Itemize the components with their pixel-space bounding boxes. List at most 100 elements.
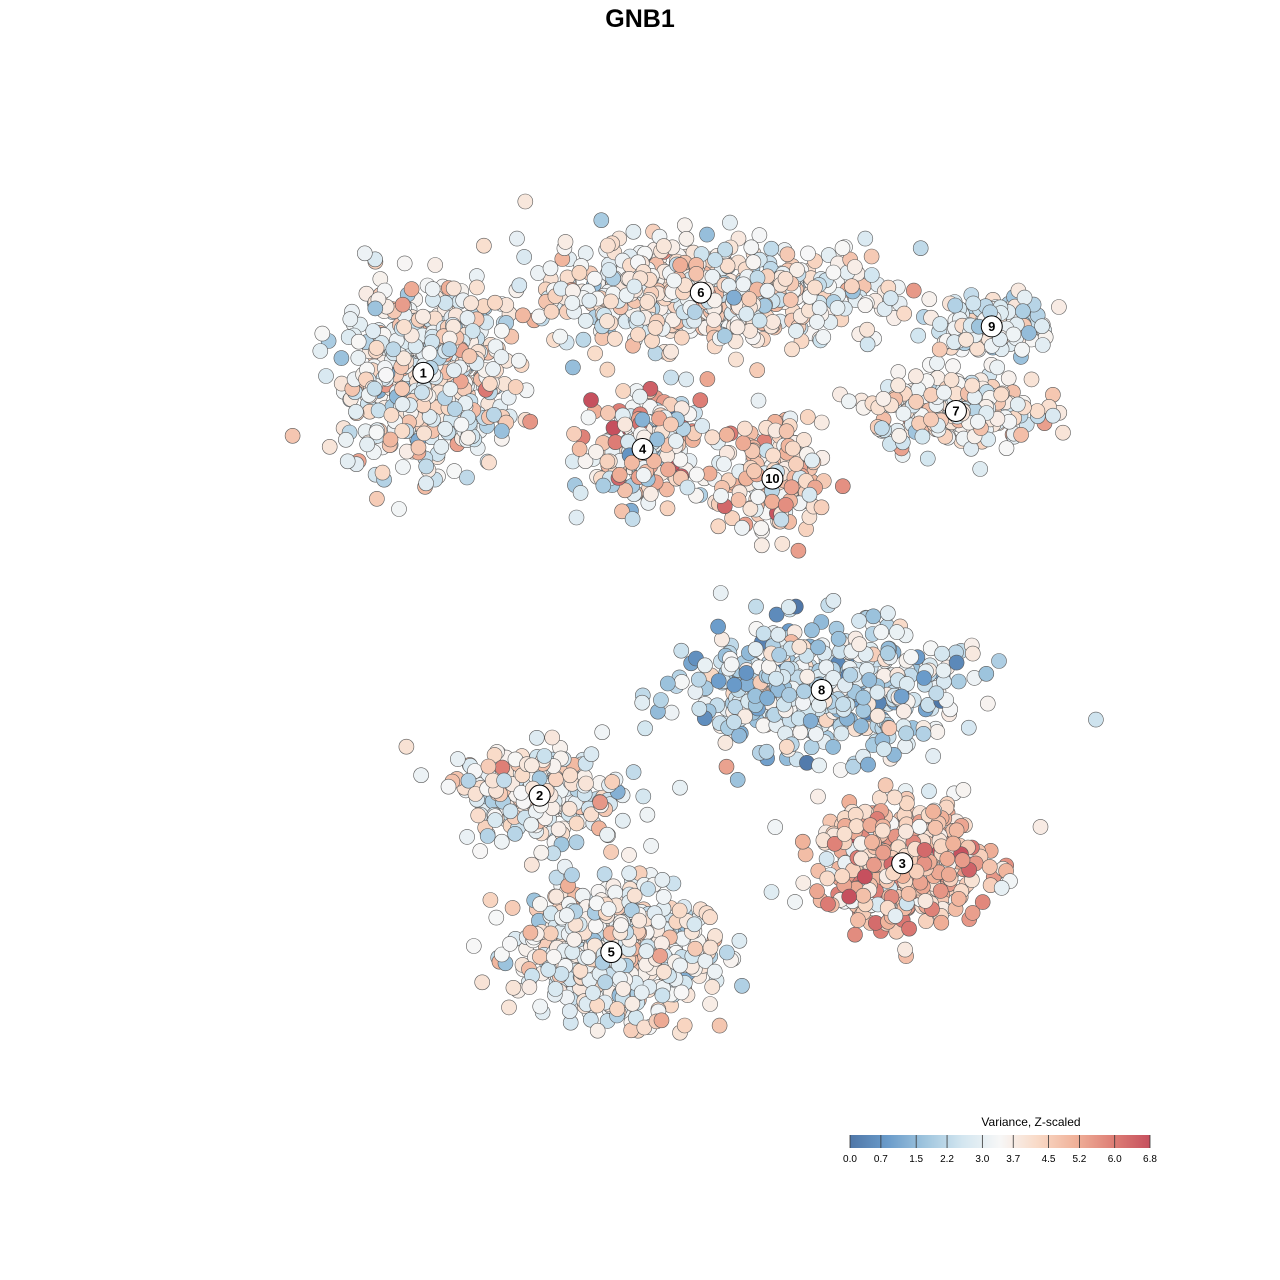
data-point [834,240,851,256]
data-point [1016,289,1033,306]
data-point [779,246,796,263]
data-point [886,789,903,806]
data-point [972,461,989,477]
data-point [800,245,816,262]
data-point [639,294,656,310]
data-point [846,259,863,275]
data-point [704,268,721,285]
data-point [964,645,981,662]
data-point [787,894,803,910]
data-point [731,932,748,949]
data-point [638,943,655,960]
data-point [481,454,497,471]
data-point [350,350,367,366]
data-point [841,888,858,905]
data-point [481,375,498,392]
data-point [624,511,641,527]
cluster-label-text: 9 [988,319,995,334]
data-point [1005,326,1022,343]
data-point [631,912,648,929]
data-point [642,486,659,502]
data-point [726,677,743,693]
data-point [738,665,755,681]
data-point [547,981,564,997]
data-point [860,756,876,773]
data-point [445,280,462,297]
data-point [900,886,917,902]
data-point [768,606,785,623]
data-point [865,608,882,625]
data-point [979,695,996,712]
data-point [746,463,762,479]
legend-tick-label: 6.0 [1108,1154,1122,1165]
data-point [729,771,746,788]
cluster-label-text: 5 [608,945,615,960]
data-point [639,806,656,823]
data-point [633,984,650,1001]
data-point [528,729,545,746]
data-point [933,914,950,931]
data-point [656,964,672,980]
data-point [523,816,540,833]
data-point [1032,819,1049,835]
data-point [697,657,713,674]
data-point [368,340,385,356]
cluster-label-9: 9 [980,315,1003,338]
data-point [753,520,770,537]
data-point [905,282,922,299]
data-point [424,281,441,297]
data-point [927,819,944,836]
data-point [544,729,561,746]
data-point [480,758,497,775]
data-point [511,277,528,294]
data-point [955,782,972,798]
data-point [835,696,851,713]
data-point [889,624,905,640]
data-point [890,364,907,380]
legend-tick-label: 0.0 [843,1154,857,1165]
data-point [1021,325,1037,341]
data-point [543,303,560,320]
data-point [895,703,912,720]
data-point [903,649,919,665]
data-point [954,852,971,869]
data-point [811,757,827,774]
data-point [470,807,487,824]
data-point [759,282,776,299]
data-point [557,234,574,250]
data-point [771,647,788,663]
data-point [663,416,679,433]
data-point [829,300,846,316]
data-point [561,1003,578,1020]
data-point [593,212,610,228]
data-point [427,257,444,273]
data-point [809,314,825,330]
data-point [654,987,671,1004]
data-point [765,314,781,330]
data-point [919,450,936,467]
data-point [749,362,766,379]
data-point [479,828,496,844]
data-point [738,306,755,322]
data-point [692,392,709,409]
data-point [578,775,594,792]
data-point [613,917,629,934]
data-point [687,940,704,957]
data-point [857,297,874,314]
data-point [312,343,329,359]
data-point [421,345,438,361]
data-point [722,214,738,231]
data-point [881,720,898,736]
data-point [965,295,982,312]
data-point [929,724,946,740]
data-point [385,341,402,358]
legend-tick-label: 4.5 [1042,1154,1056,1165]
data-point [672,451,689,468]
data-point [934,645,950,662]
data-point [742,500,759,517]
data-point [857,230,874,247]
data-point [395,459,411,475]
data-point [856,868,873,885]
data-point [950,890,967,907]
